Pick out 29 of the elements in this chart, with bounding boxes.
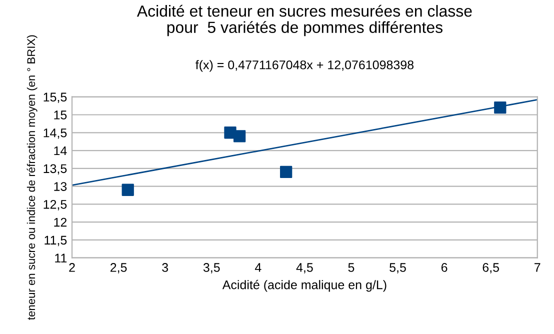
point [233,130,246,142]
x-axis-title: Acidité (acide malique en g/L) [222,280,386,292]
x-tick-label: 7 [534,263,540,272]
y-tick-label: 14 [54,146,67,156]
y-tick-label: 15,5 [44,92,67,103]
x-tick-label: 6,5 [482,263,500,274]
x-tick-label: 5,5 [390,263,406,274]
chart-title: Acidité et teneur en sucres mesurées en classe pour 5 variétés de pommes différentes [136,4,472,36]
y-axis-title: teneur en sucre ou indice de réfraction moyen (en ° BRIX) [26,35,38,320]
point [494,102,506,114]
x-tick-label: 4 [254,263,262,272]
x-tick-label: 6 [441,263,448,272]
x-tick-label: 2 [69,263,75,272]
x-tick-label: 5 [348,263,354,272]
x-tick-label: 2,5 [110,263,127,274]
y-tick-label: 11,5 [44,236,67,246]
x-tick-label: 4,5 [296,263,313,274]
x-tick-label: 3,5 [203,263,220,274]
point [280,166,292,178]
y-tick-label: 13,5 [44,164,67,175]
y-tick-label: 14,5 [44,128,67,139]
y-tick-label: 12,5 [44,200,67,210]
y-tick-label: 11 [55,254,67,262]
x-tick-label: 3 [162,263,168,272]
y-tick-label: 13 [54,182,67,191]
y-tick-label: 12 [54,218,67,227]
y-tick-label: 15 [54,110,67,120]
point [122,184,134,196]
text: f(x) = 0,4771167048x + 12,0761098398 [196,60,414,72]
